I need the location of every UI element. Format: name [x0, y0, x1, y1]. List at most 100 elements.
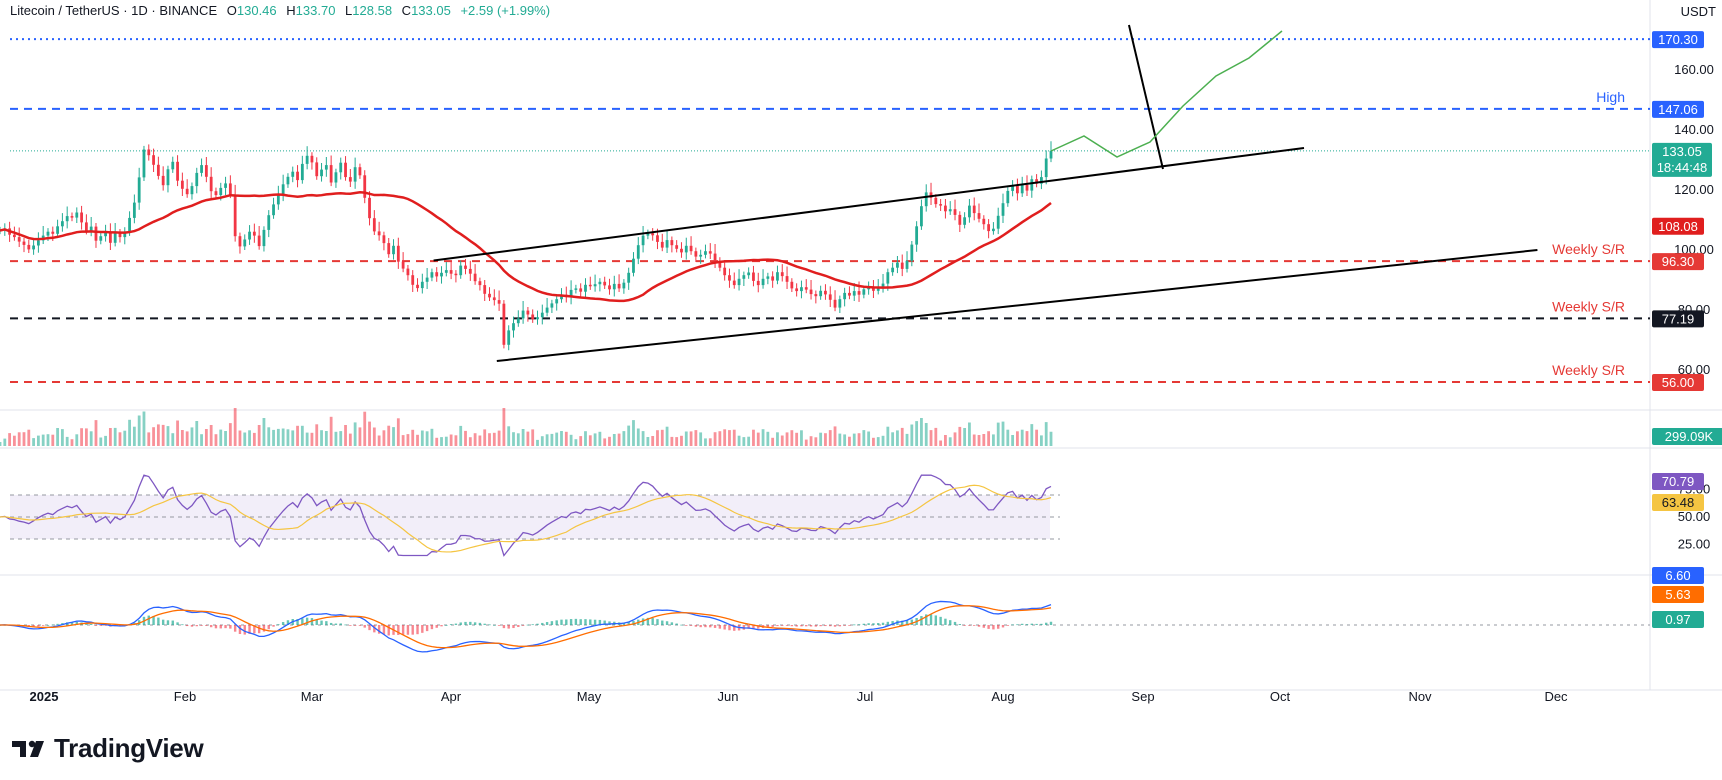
candle-body [948, 209, 952, 212]
candle-body [315, 162, 319, 177]
close-value: 133.05 [411, 3, 451, 18]
macd-histogram-bar [771, 625, 774, 627]
volume-bar [228, 423, 232, 446]
volume-bar [315, 424, 319, 446]
countdown-tag: 18:44:48 [1657, 160, 1708, 175]
volume-bar [195, 421, 199, 446]
price-tick-label: 140.00 [1674, 122, 1714, 137]
candle-body [440, 272, 443, 277]
candle-body [953, 209, 957, 215]
candle-body [540, 312, 544, 318]
candle-body [113, 232, 117, 243]
candle-body [1025, 184, 1029, 191]
candle-body [262, 229, 266, 247]
macd-histogram-bar [766, 625, 770, 628]
macd-histogram-bar [416, 625, 419, 635]
candle-body [665, 240, 669, 248]
macd-tag: 6.60 [1665, 568, 1690, 583]
macd-histogram-bar [718, 625, 722, 629]
volume-bar [766, 431, 770, 446]
volume-bar [3, 438, 7, 446]
macd-histogram-bar [161, 619, 165, 625]
macd-histogram-bar [353, 625, 357, 626]
tradingview-logo[interactable]: TradingView [12, 733, 204, 764]
volume-bar [132, 426, 136, 446]
volume-bar [891, 432, 895, 446]
macd-histogram-bar [1011, 624, 1014, 626]
candle-body [718, 260, 722, 268]
candle-body [396, 245, 400, 262]
moving-average-line [0, 191, 1052, 303]
macd-histogram-bar [656, 619, 659, 625]
volume-bar [41, 434, 45, 446]
volume-bar [166, 426, 170, 446]
macd-histogram-bar [46, 624, 50, 626]
candle-body [617, 283, 621, 289]
level-label: Weekly S/R [1552, 362, 1625, 378]
candle-body [756, 280, 760, 286]
candle-body [1044, 158, 1048, 178]
ma-tag-bg [1652, 217, 1704, 235]
macd-histogram-bar [233, 625, 237, 632]
time-axis-label: Jul [857, 689, 874, 704]
candle-body [545, 307, 549, 313]
candle-body [910, 244, 914, 261]
candle-body [507, 330, 511, 345]
volume-bar [0, 442, 2, 446]
candle-body [958, 214, 962, 225]
last-price-tag-bg [1652, 142, 1712, 177]
volume-bar [574, 439, 578, 446]
macd-histogram-bar [209, 625, 213, 628]
macd-histogram-bar [469, 621, 472, 625]
macd-histogram-bar [1025, 624, 1029, 625]
level-tag-bg [1652, 31, 1704, 49]
candle-body [843, 292, 847, 300]
macd-histogram-bar [147, 615, 150, 625]
candle-body [776, 272, 779, 281]
level-tag-bg [1652, 310, 1704, 328]
macd-histogram-bar [603, 620, 606, 625]
volume-bar [8, 433, 11, 446]
macd-histogram-bar [483, 623, 486, 625]
volume-bar [94, 420, 98, 446]
volume-bar [819, 432, 823, 446]
candle-body [200, 165, 203, 173]
candle-body [478, 281, 482, 286]
candle-body [660, 241, 664, 248]
volume-bar [742, 437, 746, 446]
candle-body [689, 245, 693, 252]
candle-body [459, 265, 463, 276]
macd-histogram-bar [853, 624, 856, 626]
volume-bar [84, 428, 88, 446]
macd-histogram-bar [421, 625, 424, 633]
price-tick-label: 160.00 [1674, 62, 1714, 77]
macd-histogram-bar [713, 625, 717, 628]
time-axis-label: Dec [1544, 689, 1568, 704]
volume-bar [876, 437, 880, 446]
candle-body [406, 268, 410, 276]
candle-body [171, 161, 175, 170]
macd-histogram-bar [1049, 621, 1053, 625]
volume-bar [843, 434, 847, 446]
candle-body [166, 169, 170, 186]
macd-histogram-bar [401, 625, 405, 635]
volume-bar [411, 429, 415, 446]
macd-histogram-bar [752, 625, 755, 629]
candle-body [929, 192, 933, 198]
candle-body [814, 294, 818, 297]
candle-body [46, 231, 50, 236]
candle-body [742, 275, 746, 279]
volume-bar [296, 425, 299, 446]
macd-histogram-bar [531, 624, 534, 626]
level-label: Weekly S/R [1552, 298, 1625, 314]
macd-histogram-bar [589, 619, 592, 625]
volume-bar [838, 433, 842, 446]
candle-body [828, 294, 832, 300]
macd-histogram-bar [920, 616, 923, 625]
macd-histogram-bar [349, 625, 352, 626]
volume-bar [483, 429, 487, 446]
candle-body [766, 276, 770, 279]
candle-body [108, 231, 112, 243]
macd-histogram-bar [430, 625, 434, 630]
